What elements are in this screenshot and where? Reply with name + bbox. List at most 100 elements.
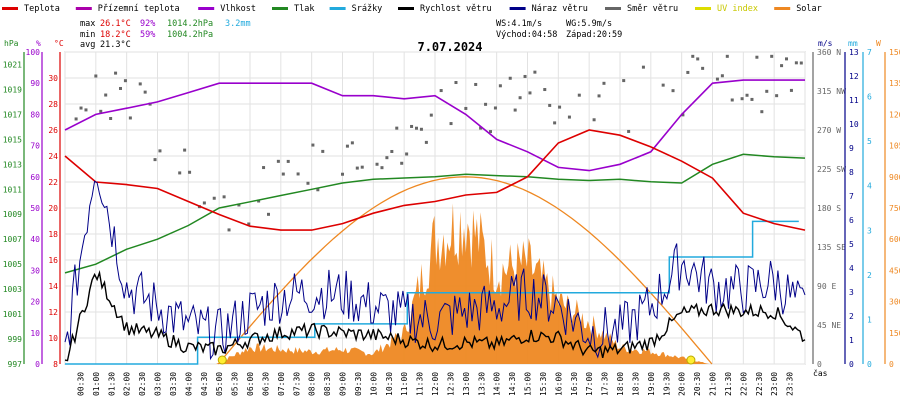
x-tick-label: 03:30 [169, 372, 178, 396]
tick-pressure: 1003 [3, 285, 22, 294]
wind-direction-point [528, 91, 532, 95]
wind-direction-point [794, 61, 798, 65]
wind-direction-point [400, 161, 404, 165]
solar-area [216, 203, 710, 364]
x-tick-label: 14:30 [508, 372, 517, 396]
x-tick-label: 00:30 [76, 372, 85, 396]
tick-humidity: 90 [30, 79, 40, 88]
tick-solar: 450 [889, 266, 900, 275]
wind-direction-point [567, 115, 571, 119]
tick-wind_dir: 315 NW [817, 87, 846, 96]
x-tick-label: 17:00 [585, 372, 594, 396]
tick-wind_speed: 12 [849, 72, 859, 81]
tick-wind_speed: 9 [849, 144, 854, 153]
wind-direction-point [775, 94, 779, 98]
wind-direction-point [316, 188, 320, 192]
legend-swatch-3 [272, 7, 288, 10]
wind-direction-point [464, 106, 468, 110]
uv-marker [686, 355, 696, 365]
wind-direction-point [138, 82, 142, 86]
wind-direction-point [439, 89, 443, 93]
x-tick-label: 21:30 [724, 372, 733, 396]
tick-rain: 2 [867, 271, 872, 280]
legend-swatch-8 [695, 7, 711, 10]
legend-label-0: Teplota [24, 4, 60, 14]
tick-temperature: 10 [48, 334, 58, 343]
wind-direction-point [311, 143, 315, 147]
tick-pressure: 997 [8, 360, 23, 369]
tick-pressure: 1011 [3, 185, 22, 194]
tick-wind_speed: 1 [849, 336, 854, 345]
legend-swatch-6 [509, 7, 526, 10]
x-tick-label: 15:00 [524, 372, 533, 396]
solar-theoretical-line [217, 176, 713, 365]
tick-wind_dir: 360 N [817, 48, 841, 57]
wind-direction-point [671, 89, 675, 93]
x-tick-label: 23:30 [786, 372, 795, 396]
wind-direction-point [212, 196, 216, 200]
legend-label-3: Tlak [294, 4, 314, 14]
wind-direction-point [188, 170, 192, 174]
chart-title: 7.07.2024 [417, 40, 482, 54]
stat-max-press: 1014.2hPa [167, 19, 213, 29]
tick-temperature: 16 [48, 256, 58, 265]
stat-sunrise: Východ:04:58 [496, 30, 557, 40]
wind-direction-point [715, 77, 719, 81]
wind-direction-point [449, 122, 453, 126]
x-tick-label: 10:00 [369, 372, 378, 396]
x-tick-label: 09:30 [354, 372, 363, 396]
legend-swatch-9 [774, 7, 791, 10]
stat-wg: WG:5.9m/s [566, 19, 612, 29]
tick-wind_speed: 2 [849, 312, 854, 321]
x-tick-label: 18:00 [616, 372, 625, 396]
wind-direction-point [321, 149, 325, 153]
x-tick-label: 15:30 [539, 372, 548, 396]
x-tick-label: 14:00 [493, 372, 502, 396]
wind-direction-point [429, 113, 433, 117]
x-tick-label: 03:00 [154, 372, 163, 396]
legend-label-8: UV index [717, 4, 758, 14]
stat-max-hum: 92% [140, 19, 155, 29]
tick-humidity: 20 [30, 298, 40, 307]
wind-direction-point [799, 61, 803, 65]
tick-wind_speed: 10 [849, 120, 859, 129]
x-tick-label: 22:00 [739, 372, 748, 396]
x-tick-label: 05:30 [231, 372, 240, 396]
wind-direction-point [686, 70, 690, 74]
tick-pressure: 1001 [3, 310, 22, 319]
wind-direction-point [720, 74, 724, 78]
tick-temperature: 14 [48, 282, 58, 291]
wind-direction-point [395, 126, 399, 130]
tick-humidity: 30 [30, 266, 40, 275]
tick-pressure: 1021 [3, 60, 22, 69]
tick-temperature: 22 [48, 178, 58, 187]
x-tick-label: 18:30 [631, 372, 640, 396]
wind-direction-point [785, 57, 788, 61]
wind-direction-point [523, 74, 527, 78]
unit-hpa: hPa [4, 39, 19, 48]
tick-wind_dir: 0 [817, 360, 822, 369]
wind-direction-point [780, 64, 784, 68]
wind-direction-point [109, 116, 113, 120]
x-tick-label: 07:30 [292, 372, 301, 396]
x-tick-label: 04:00 [184, 372, 193, 396]
tick-pressure: 1015 [3, 135, 22, 144]
wind-direction-point [513, 108, 517, 112]
wind-direction-point [454, 81, 458, 85]
unit-pct: % [36, 39, 41, 48]
wind-direction-point [355, 166, 359, 170]
x-tick-label: 06:00 [246, 372, 255, 396]
x-tick-label: 19:30 [662, 372, 671, 396]
tick-solar: 150 [889, 329, 900, 338]
x-tick-label: 10:30 [385, 372, 394, 396]
wind-direction-point [755, 55, 759, 59]
wind-direction-point [661, 83, 665, 87]
tick-pressure: 1005 [3, 260, 22, 269]
x-tick-label: 08:00 [308, 372, 317, 396]
wind-direction-point [99, 109, 103, 113]
wind-direction-point [760, 110, 764, 114]
tick-pressure: 1019 [3, 85, 22, 94]
legend-label-2: Vlhkost [220, 4, 256, 14]
x-tick-label: 01:30 [107, 372, 116, 396]
